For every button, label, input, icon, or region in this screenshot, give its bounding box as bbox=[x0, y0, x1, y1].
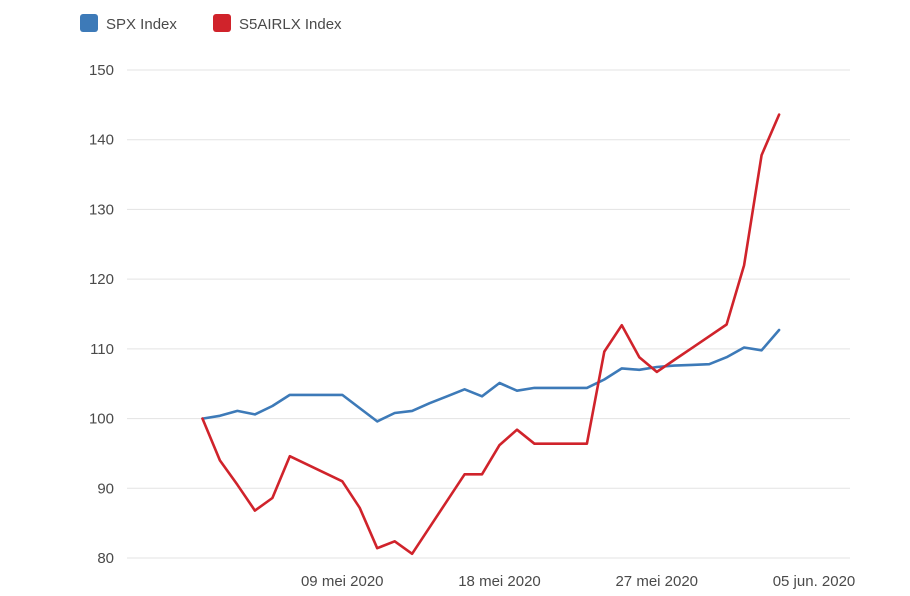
legend-swatch[interactable] bbox=[213, 14, 231, 32]
y-tick-label: 80 bbox=[97, 550, 114, 567]
legend: SPX Index S5AIRLX Index bbox=[80, 14, 342, 33]
series-lines bbox=[201, 113, 781, 556]
y-tick-label: 120 bbox=[89, 271, 114, 288]
y-tick-label: 130 bbox=[89, 201, 114, 218]
legend-swatch[interactable] bbox=[80, 14, 98, 32]
grid-lines bbox=[127, 69, 850, 559]
series-line-1 bbox=[201, 113, 781, 556]
x-tick-label: 09 mei 2020 bbox=[301, 573, 384, 590]
y-axis-ticks: 80 90 100 110 120 130 140 150 bbox=[89, 62, 114, 567]
x-tick-label: 05 jun. 2020 bbox=[773, 573, 856, 590]
y-tick-label: 100 bbox=[89, 411, 114, 428]
y-tick-label: 90 bbox=[97, 480, 114, 497]
y-tick-label: 110 bbox=[90, 341, 114, 358]
series-line-0 bbox=[201, 328, 781, 423]
y-tick-label: 140 bbox=[89, 132, 114, 149]
legend-label[interactable]: SPX Index bbox=[106, 16, 177, 33]
legend-label[interactable]: S5AIRLX Index bbox=[239, 16, 342, 33]
x-tick-label: 27 mei 2020 bbox=[615, 573, 698, 590]
y-tick-label: 150 bbox=[89, 62, 114, 79]
x-axis-ticks: 09 mei 2020 18 mei 2020 27 mei 2020 05 jun.… bbox=[301, 573, 855, 590]
x-tick-label: 18 mei 2020 bbox=[458, 573, 541, 590]
